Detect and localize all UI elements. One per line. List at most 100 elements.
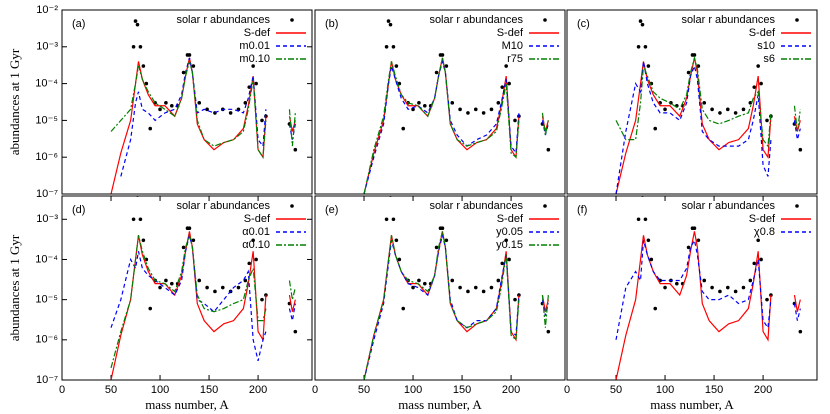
x-tick-label: 50 [105, 384, 117, 396]
data-point [391, 217, 396, 222]
legend-swatch [795, 18, 799, 22]
data-point [260, 118, 264, 123]
series-line [363, 57, 549, 194]
data-point [440, 226, 445, 231]
legend-label: α0.01 [242, 226, 270, 238]
legend-label: solar r abundances [176, 200, 270, 212]
panel-label: (f) [577, 204, 587, 216]
panel: 0 50 100 150 200 (f) solar r abundancesS-defχ0… [564, 195, 818, 412]
data-point [220, 285, 225, 290]
data-point [653, 126, 658, 131]
data-point [164, 101, 168, 105]
y-tick-label: 10⁻⁵ [35, 114, 58, 126]
x-tick-label: 0 [564, 384, 570, 396]
legend-label: solar r abundances [681, 14, 775, 26]
panel: 10⁻⁷ 10⁻⁶ 10⁻⁵ 10⁻⁴ 10⁻³ 10⁻² (a) solar r abund… [7, 4, 313, 200]
panel-label: (e) [325, 204, 338, 216]
data-point [138, 217, 143, 222]
legend-label: s10 [757, 40, 775, 52]
data-point [251, 64, 255, 68]
y-tick-label: 10⁻⁴ [35, 253, 58, 265]
data-point [741, 285, 746, 290]
legend-swatch [543, 18, 547, 22]
data-point [440, 53, 445, 57]
plot-frame [314, 9, 566, 195]
legend-label: S-def [497, 213, 524, 225]
series-line [615, 55, 801, 148]
data-point [643, 45, 648, 49]
legend-swatch [543, 204, 547, 208]
series-line [363, 231, 549, 380]
data-point [748, 101, 753, 105]
y-tick-label: 10⁻⁷ [36, 188, 58, 200]
data-point [411, 285, 415, 290]
data-point [135, 22, 140, 27]
y-tick-label: 10⁻³ [36, 41, 58, 53]
data-point [692, 226, 697, 231]
data-point [388, 22, 393, 27]
legend-label: y0.05 [496, 226, 523, 238]
data-point [638, 19, 643, 23]
y-tick-label: 10⁻³ [36, 213, 58, 225]
data-point [158, 285, 162, 290]
data-point [765, 297, 769, 302]
data-point [243, 101, 248, 105]
legend-swatch [290, 204, 294, 208]
y-axis-label: abundances at 1 Gyr [7, 234, 22, 341]
data-point [489, 285, 494, 290]
series-line [110, 235, 296, 361]
data-point [504, 64, 508, 68]
data-point [251, 238, 255, 243]
data-point [191, 238, 196, 243]
legend-label: S-def [244, 27, 271, 39]
data-point [247, 261, 252, 266]
data-point [384, 45, 389, 49]
data-point [417, 101, 421, 105]
data-point [254, 81, 258, 86]
data-point [710, 285, 714, 290]
y-tick-label: 10⁻⁶ [35, 334, 58, 346]
x-tick-label: 100 [151, 384, 169, 396]
data-point [798, 329, 803, 334]
data-point [718, 111, 722, 115]
data-point [181, 245, 186, 250]
series-line [110, 233, 296, 369]
data-point [394, 64, 399, 68]
data-point [646, 64, 651, 68]
data-point [513, 118, 517, 123]
x-tick-label: 100 [404, 384, 422, 396]
data-point [450, 101, 455, 105]
plot-area [363, 196, 551, 380]
data-point [653, 306, 658, 311]
data-point [649, 257, 654, 262]
data-point [504, 238, 508, 243]
series-line [110, 57, 296, 194]
data-point [158, 107, 162, 112]
y-tick-label: 10⁻⁵ [35, 294, 58, 306]
legend-label: y0.15 [496, 239, 523, 251]
data-point [507, 81, 511, 86]
panel-label: (c) [577, 18, 590, 30]
panel-label: (d) [72, 204, 85, 216]
data-point [391, 45, 396, 49]
legend-label: χ0.8 [754, 226, 775, 238]
plot-frame [61, 195, 313, 381]
data-point [759, 81, 763, 86]
data-point [187, 53, 192, 57]
legend-label: α0.10 [242, 239, 270, 251]
data-point [293, 147, 298, 152]
data-point [164, 278, 168, 283]
data-point [260, 297, 264, 302]
series-line [615, 231, 801, 380]
plot-frame [566, 9, 818, 195]
x-tick-label: 200 [249, 384, 267, 396]
data-point [496, 101, 501, 105]
legend-label: m0.10 [239, 53, 270, 65]
data-point [264, 293, 268, 297]
data-point [692, 53, 697, 57]
series-line [615, 57, 801, 194]
x-tick-label: 50 [358, 384, 370, 396]
x-tick-label: 100 [656, 384, 674, 396]
